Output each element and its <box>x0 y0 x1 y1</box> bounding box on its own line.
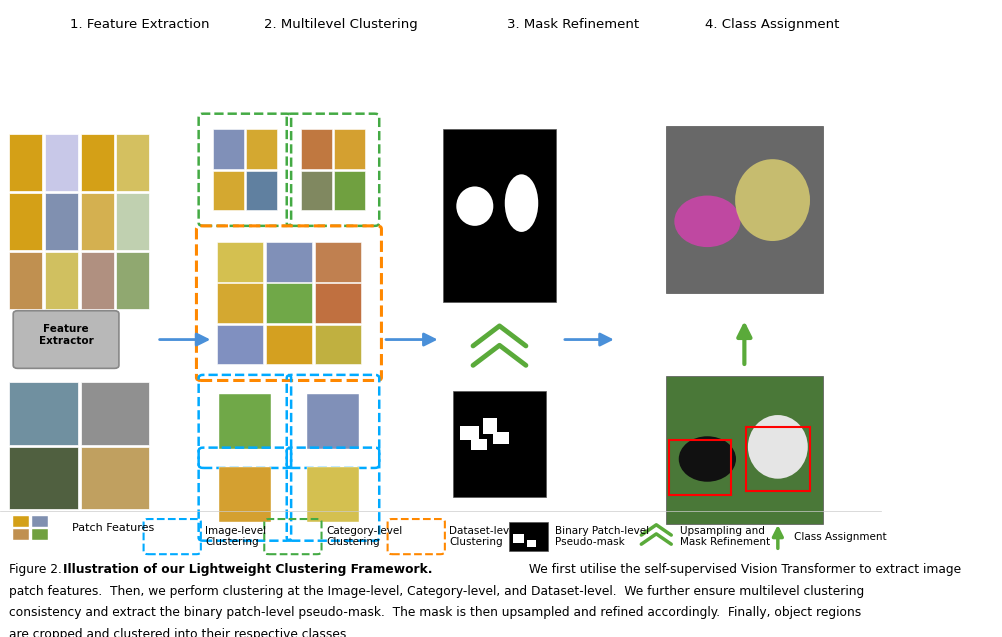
FancyBboxPatch shape <box>216 283 263 323</box>
Text: Figure 2.: Figure 2. <box>9 562 69 576</box>
Text: Binary Patch-level
Pseudo-mask: Binary Patch-level Pseudo-mask <box>554 526 648 547</box>
Bar <box>453 390 545 497</box>
Text: patch features.  Then, we perform clustering at the Image-level, Category-level,: patch features. Then, we perform cluster… <box>9 585 863 598</box>
FancyBboxPatch shape <box>45 134 78 191</box>
Bar <box>526 540 536 547</box>
FancyBboxPatch shape <box>116 252 149 309</box>
Text: Patch Features: Patch Features <box>72 522 154 533</box>
Bar <box>218 394 271 449</box>
Text: 4. Class Assignment: 4. Class Assignment <box>704 18 839 31</box>
FancyBboxPatch shape <box>80 447 149 509</box>
Text: Dataset-level
Clustering: Dataset-level Clustering <box>449 526 518 547</box>
FancyBboxPatch shape <box>80 134 113 191</box>
Bar <box>509 522 547 551</box>
Bar <box>32 516 47 527</box>
Bar <box>443 129 555 302</box>
FancyBboxPatch shape <box>80 252 113 309</box>
Ellipse shape <box>678 436 735 482</box>
Text: Image-level
Clustering: Image-level Clustering <box>205 526 267 547</box>
FancyBboxPatch shape <box>216 325 263 364</box>
FancyBboxPatch shape <box>80 193 113 250</box>
FancyBboxPatch shape <box>9 193 42 250</box>
Ellipse shape <box>747 415 807 479</box>
Text: are cropped and clustered into their respective classes.: are cropped and clustered into their res… <box>9 628 350 637</box>
Text: consistency and extract the binary patch-level pseudo-mask.  The mask is then up: consistency and extract the binary patch… <box>9 606 860 619</box>
FancyBboxPatch shape <box>45 193 78 250</box>
FancyBboxPatch shape <box>216 242 263 282</box>
Ellipse shape <box>456 187 493 226</box>
Text: Category-level
Clustering: Category-level Clustering <box>326 526 402 547</box>
FancyBboxPatch shape <box>334 171 365 210</box>
Text: 3. Mask Refinement: 3. Mask Refinement <box>506 18 638 31</box>
FancyBboxPatch shape <box>266 325 312 364</box>
FancyBboxPatch shape <box>315 283 361 323</box>
FancyBboxPatch shape <box>266 283 312 323</box>
Text: 2. Multilevel Clustering: 2. Multilevel Clustering <box>264 18 418 31</box>
Bar <box>218 466 271 522</box>
Bar <box>13 529 29 540</box>
FancyBboxPatch shape <box>266 242 312 282</box>
Text: Upsampling and
Mask Refinement: Upsampling and Mask Refinement <box>679 526 770 547</box>
FancyBboxPatch shape <box>116 193 149 250</box>
Bar <box>745 427 810 491</box>
Bar <box>668 440 730 496</box>
Bar <box>32 529 47 540</box>
Text: Illustration of our Lightweight Clustering Framework.: Illustration of our Lightweight Clusteri… <box>63 562 433 576</box>
FancyBboxPatch shape <box>13 311 119 368</box>
FancyBboxPatch shape <box>245 129 277 169</box>
FancyBboxPatch shape <box>9 447 78 509</box>
Bar <box>307 394 359 449</box>
FancyBboxPatch shape <box>301 129 332 169</box>
Ellipse shape <box>734 159 810 241</box>
Text: 1. Feature Extraction: 1. Feature Extraction <box>70 18 209 31</box>
FancyBboxPatch shape <box>301 171 332 210</box>
Text: We first utilise the self-supervised Vision Transformer to extract image: We first utilise the self-supervised Vis… <box>524 562 960 576</box>
FancyBboxPatch shape <box>9 382 78 445</box>
FancyBboxPatch shape <box>334 129 365 169</box>
Bar <box>13 516 29 527</box>
Bar <box>493 432 509 444</box>
FancyBboxPatch shape <box>245 171 277 210</box>
FancyBboxPatch shape <box>213 171 243 210</box>
FancyBboxPatch shape <box>116 134 149 191</box>
Text: Class Assignment: Class Assignment <box>793 532 886 541</box>
Ellipse shape <box>673 196 739 247</box>
FancyBboxPatch shape <box>9 252 42 309</box>
FancyBboxPatch shape <box>45 252 78 309</box>
Ellipse shape <box>504 175 538 232</box>
Bar <box>482 419 496 434</box>
FancyBboxPatch shape <box>315 242 361 282</box>
Bar <box>459 426 479 440</box>
Bar <box>665 376 822 524</box>
Text: Feature
Extractor: Feature Extractor <box>39 324 93 345</box>
FancyBboxPatch shape <box>213 129 243 169</box>
FancyBboxPatch shape <box>315 325 361 364</box>
Bar <box>471 439 487 450</box>
FancyBboxPatch shape <box>9 134 42 191</box>
FancyBboxPatch shape <box>80 382 149 445</box>
Bar <box>307 466 359 522</box>
Bar <box>512 534 524 543</box>
Bar <box>665 126 822 292</box>
